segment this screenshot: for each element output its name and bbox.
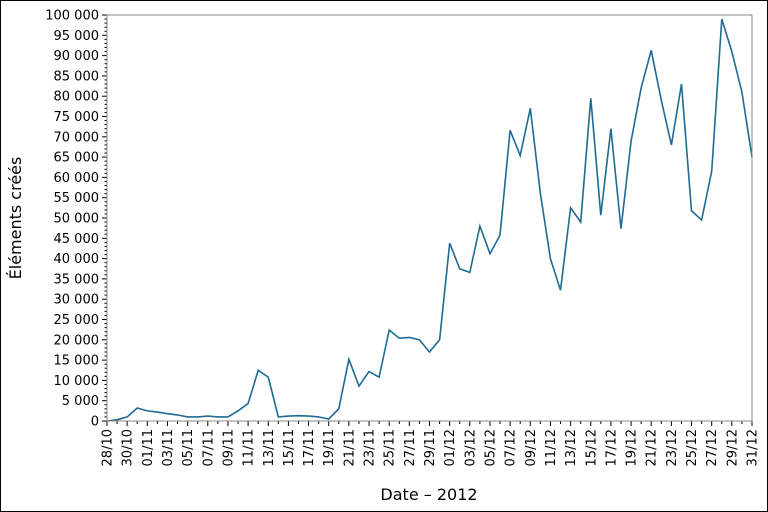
x-tick-label: 11/12 <box>544 429 559 466</box>
x-tick-label: 19/12 <box>625 429 640 466</box>
y-tick-label: 70 000 <box>54 130 100 145</box>
x-tick-label: 29/11 <box>423 429 438 466</box>
y-tick-label: 20 000 <box>54 333 100 348</box>
x-tick-label: 21/11 <box>342 429 357 466</box>
y-tick-label: 5 000 <box>62 394 99 409</box>
y-tick-label: 60 000 <box>54 171 100 186</box>
x-tick-label: 23/11 <box>363 429 378 466</box>
x-tick-label: 09/11 <box>221 429 236 466</box>
y-tick-label: 30 000 <box>54 293 100 308</box>
y-tick-label: 80 000 <box>54 90 100 105</box>
x-tick-label: 21/12 <box>645 429 660 466</box>
y-axis: 0 5 000 10 000 15 000 20 000 25 000 30 000 35 0… <box>45 9 107 430</box>
y-tick-label: 75 000 <box>54 110 100 125</box>
x-tick-label: 11/11 <box>242 429 257 466</box>
x-tick-label: 19/11 <box>322 429 337 466</box>
y-tick-label: 95 000 <box>54 29 100 44</box>
y-tick-label: 15 000 <box>54 354 100 369</box>
x-tick-label: 25/12 <box>685 429 700 466</box>
x-tick-label: 09/12 <box>524 429 539 466</box>
x-axis: 28/10 30/10 01/11 03/11 05/11 07/11 09/11 11/11… <box>101 421 761 466</box>
y-tick-label: 40 000 <box>54 252 100 267</box>
x-tick-label: 27/11 <box>403 429 418 466</box>
y-tick-label: 0 <box>91 415 99 430</box>
x-tick-label: 30/10 <box>121 429 136 466</box>
x-tick-label: 03/11 <box>161 429 176 466</box>
x-tick-label: 05/11 <box>181 429 196 466</box>
x-tick-label: 01/11 <box>141 429 156 466</box>
series-line <box>106 18 753 422</box>
x-tick-label: 05/12 <box>483 429 498 466</box>
y-axis-label: Éléments créés <box>6 157 25 280</box>
x-tick-label: 15/12 <box>584 429 599 466</box>
x-tick-label: 28/10 <box>101 429 116 466</box>
x-tick-label: 29/12 <box>725 429 740 466</box>
x-tick-label: 17/12 <box>604 429 619 466</box>
x-tick-label: 13/12 <box>564 429 579 466</box>
x-tick-label: 27/12 <box>705 429 720 466</box>
x-tick-label: 17/11 <box>302 429 317 466</box>
x-tick-label: 03/12 <box>463 429 478 466</box>
x-tick-label: 15/11 <box>282 429 297 466</box>
plot-area-border <box>106 14 753 422</box>
x-tick-label: 31/12 <box>746 429 761 466</box>
y-tick-label: 45 000 <box>54 232 100 247</box>
x-tick-label: 25/11 <box>383 429 398 466</box>
y-tick-label: 65 000 <box>54 151 100 166</box>
x-tick-label: 01/12 <box>443 429 458 466</box>
x-tick-label: 13/11 <box>262 429 277 466</box>
y-tick-label: 10 000 <box>54 374 100 389</box>
x-tick-label: 23/12 <box>665 429 680 466</box>
y-tick-label: 55 000 <box>54 191 100 206</box>
y-tick-label: 35 000 <box>54 272 100 287</box>
y-tick-label: 50 000 <box>54 212 100 227</box>
x-tick-label: 07/11 <box>201 429 216 466</box>
y-tick-label: 100 000 <box>45 9 99 24</box>
y-tick-label: 90 000 <box>54 49 100 64</box>
x-axis-label: Date – 2012 <box>380 485 477 504</box>
y-tick-label: 25 000 <box>54 313 100 328</box>
data-points <box>106 19 753 422</box>
x-tick-label: 07/12 <box>504 429 519 466</box>
y-tick-label: 85 000 <box>54 69 100 84</box>
